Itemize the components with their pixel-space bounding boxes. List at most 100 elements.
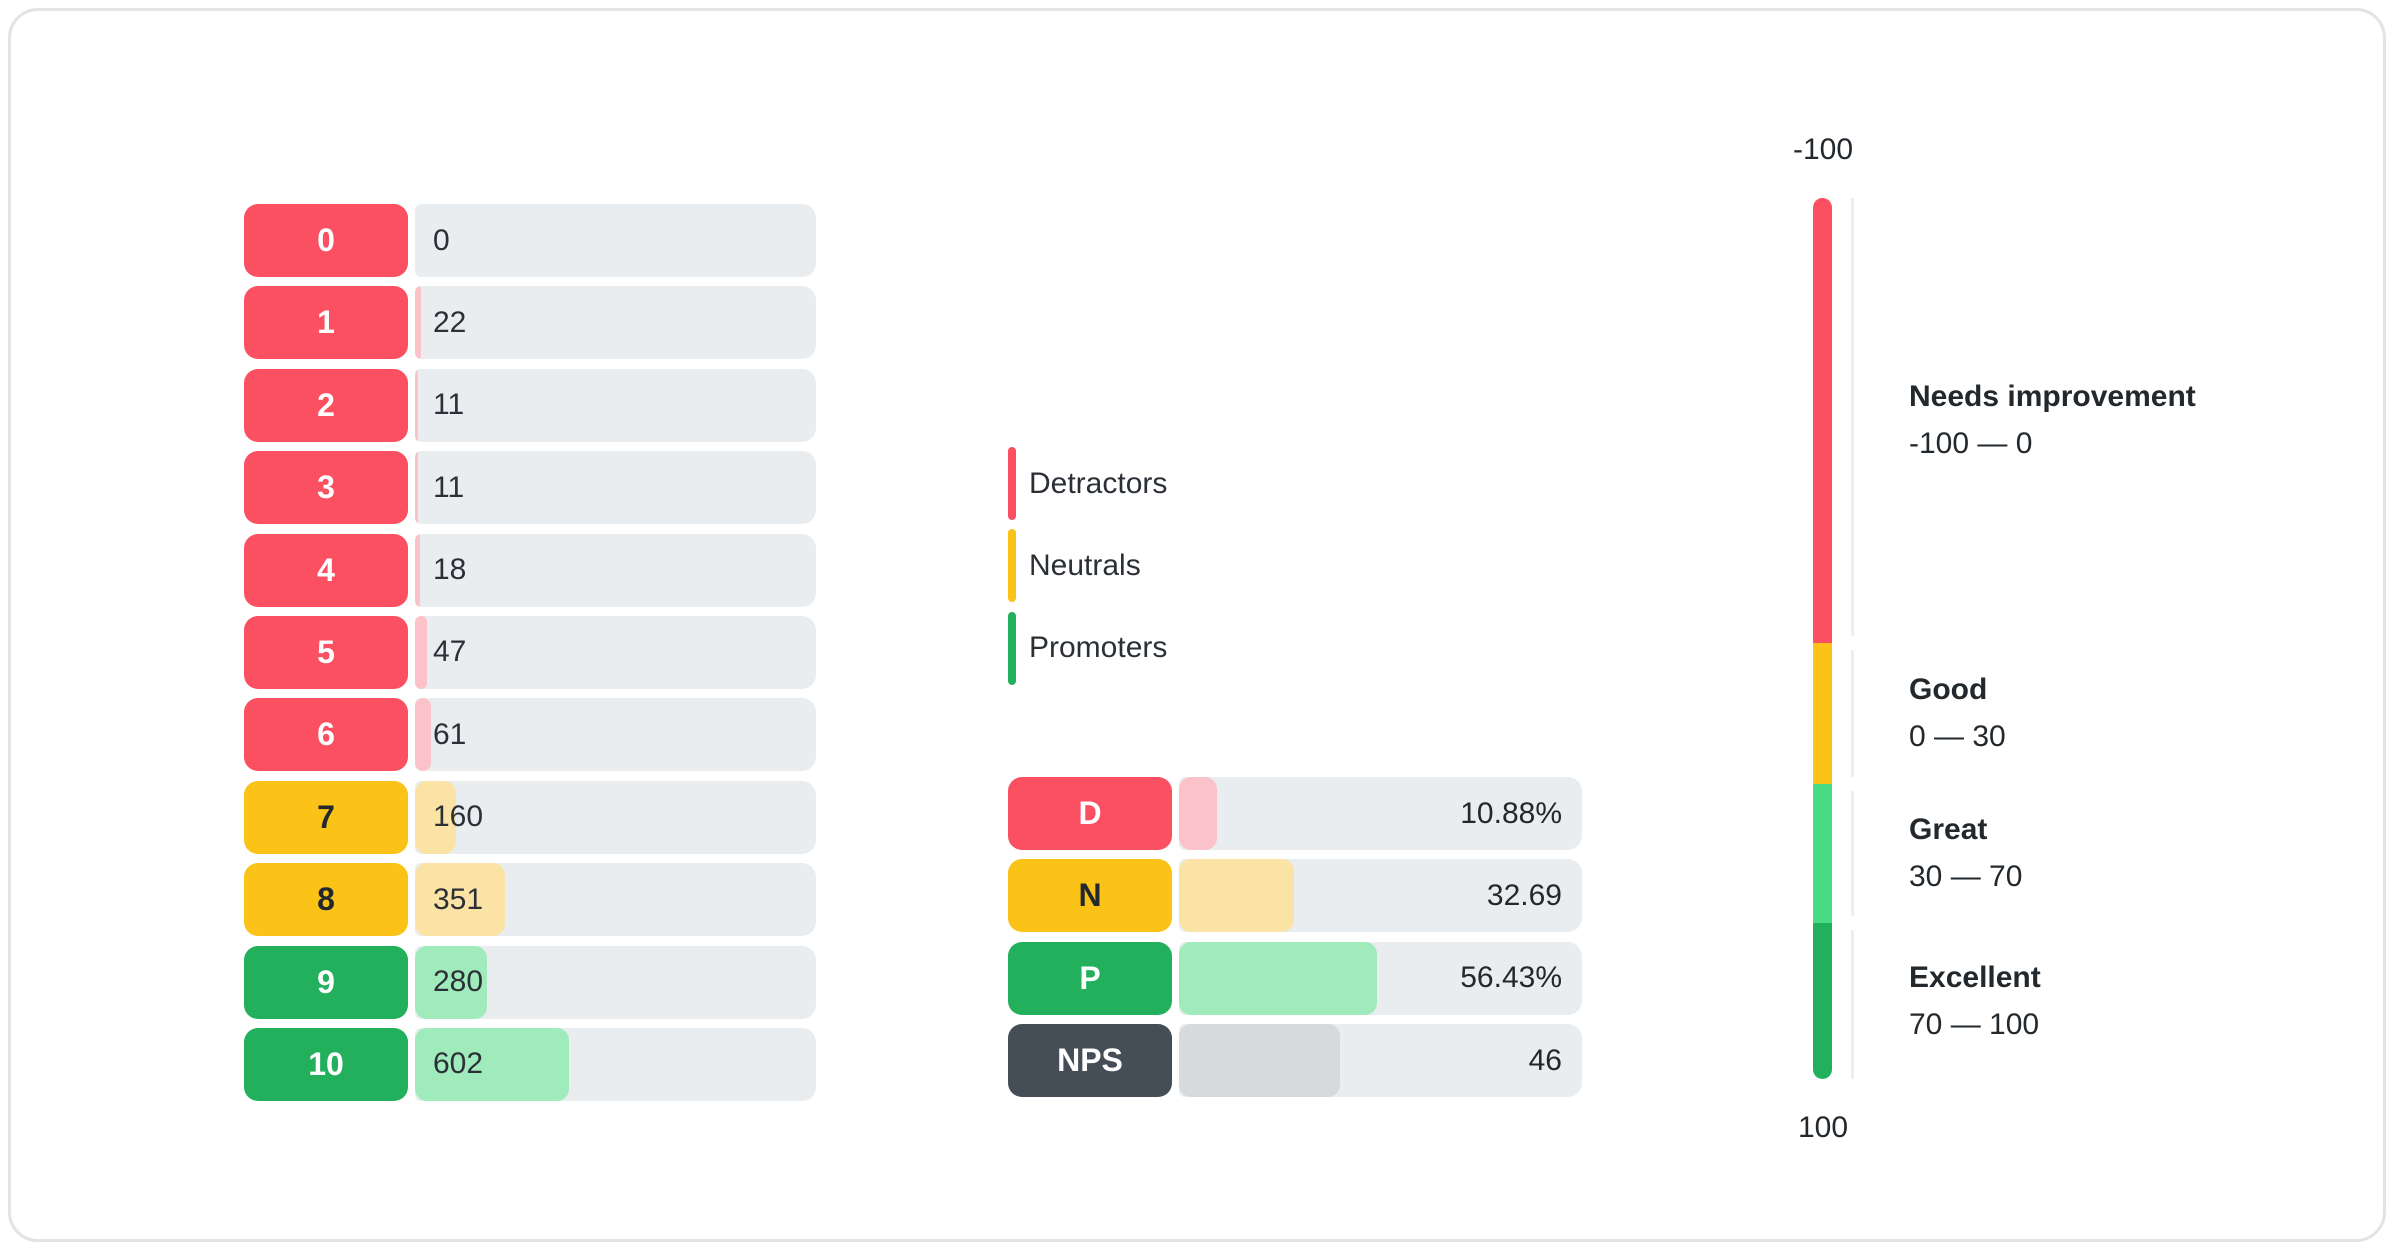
score-track: 22 — [415, 286, 816, 360]
score-row: 6 61 — [244, 698, 816, 772]
gauge-zone-range: 0 — 30 — [1909, 720, 2006, 754]
score-track: 280 — [415, 945, 816, 1019]
score-pill: 6 — [244, 698, 408, 772]
summary-fill — [1179, 1024, 1341, 1098]
score-track: 11 — [415, 451, 816, 525]
summary-value: 56.43% — [1460, 961, 1562, 995]
score-count: 61 — [433, 717, 467, 751]
score-count: 351 — [433, 882, 484, 916]
score-pill: 1 — [244, 286, 408, 360]
nps-summary-chart: D 10.88% N 32.69 P 56.43% NPS 46 — [1008, 777, 1582, 1098]
summary-row-n: N 32.69 — [1008, 859, 1582, 933]
gauge-zone-title: Excellent — [1909, 961, 2041, 995]
score-fill — [415, 451, 418, 525]
score-row: 10 602 — [244, 1027, 816, 1101]
gauge-zone-range: -100 — 0 — [1909, 427, 2033, 461]
score-fill — [415, 615, 428, 689]
summary-row-p: P 56.43% — [1008, 941, 1582, 1015]
score-count: 280 — [433, 965, 484, 999]
score-pill: 2 — [244, 368, 408, 442]
score-track: 160 — [415, 780, 816, 854]
score-pill: 10 — [244, 1027, 408, 1101]
gauge-zone-title: Good — [1909, 673, 1988, 707]
score-row: 4 18 — [244, 533, 816, 607]
score-row: 7 160 — [244, 780, 816, 854]
score-distribution-chart: 0 0 1 22 2 11 3 11 4 18 5 47 6 61 7 160 8 351 9 280 10 602 — [244, 204, 816, 1101]
summary-fill — [1179, 777, 1218, 850]
summary-value: 32.69 — [1486, 878, 1562, 912]
gauge-axis-segment — [1851, 784, 1854, 923]
legend-color-bar — [1008, 529, 1016, 603]
score-row: 5 47 — [244, 615, 816, 689]
gauge-zone-label: Great 30 — 70 — [1909, 806, 2022, 900]
score-fill — [415, 286, 421, 360]
score-track: 602 — [415, 1027, 816, 1101]
summary-value: 10.88% — [1460, 796, 1562, 830]
summary-pill: N — [1008, 859, 1172, 933]
score-count: 160 — [433, 800, 484, 834]
score-fill — [415, 368, 418, 442]
summary-row-d: D 10.88% — [1008, 777, 1582, 850]
summary-track: 10.88% — [1179, 777, 1582, 850]
gauge-zone-range: 30 — 70 — [1909, 860, 2023, 894]
gauge-zone-label: Excellent 70 — 100 — [1909, 954, 2041, 1048]
score-row: 1 22 — [244, 286, 816, 360]
summary-track: 46 — [1179, 1024, 1582, 1098]
legend-item-detractor[interactable]: Detractors — [1008, 447, 1167, 520]
legend-color-bar — [1008, 611, 1016, 685]
legend: Detractors Neutrals Promoters — [1008, 447, 1167, 685]
score-fill — [415, 533, 420, 607]
gauge-axis-segment — [1851, 643, 1854, 784]
summary-pill: D — [1008, 777, 1172, 850]
gauge-max-label: 100 — [1797, 1111, 1849, 1144]
legend-label: Detractors — [1029, 466, 1168, 500]
score-count: 11 — [433, 388, 465, 422]
score-track: 18 — [415, 533, 816, 607]
nps-widget-card: 0 0 1 22 2 11 3 11 4 18 5 47 6 61 7 160 8 351 9 280 10 602 De… — [8, 8, 2386, 1242]
gauge-zone-label: Good 0 — 30 — [1909, 666, 2006, 760]
score-count: 18 — [433, 553, 467, 587]
score-pill: 5 — [244, 615, 408, 689]
summary-pill: P — [1008, 941, 1172, 1015]
gauge-zone — [1813, 923, 1832, 1079]
score-count: 11 — [433, 470, 465, 504]
score-pill: 4 — [244, 533, 408, 607]
score-row: 9 280 — [244, 945, 816, 1019]
summary-value: 46 — [1528, 1043, 1562, 1077]
score-track: 61 — [415, 698, 816, 772]
gauge-axis-line — [1851, 198, 1854, 1079]
gauge-axis-segment — [1851, 923, 1854, 1079]
summary-track: 32.69 — [1179, 859, 1582, 933]
score-fill — [415, 1027, 570, 1101]
score-count: 47 — [433, 635, 467, 669]
score-pill: 9 — [244, 945, 408, 1019]
score-fill — [415, 698, 431, 772]
summary-fill — [1179, 859, 1294, 933]
score-pill: 0 — [244, 204, 408, 277]
score-count: 0 — [433, 223, 450, 257]
gauge-zone — [1813, 198, 1832, 643]
score-fill — [415, 945, 487, 1019]
gauge-zone-label: Needs improvement -100 — 0 — [1909, 373, 2196, 467]
legend-label: Promoters — [1029, 631, 1168, 665]
gauge-bar — [1813, 198, 1832, 1079]
gauge-zone-range: 70 — 100 — [1909, 1008, 2040, 1042]
summary-row-nps: NPS 46 — [1008, 1024, 1582, 1098]
score-row: 3 11 — [244, 451, 816, 525]
score-track: 351 — [415, 863, 816, 937]
legend-item-promoter[interactable]: Promoters — [1008, 611, 1168, 685]
legend-label: Neutrals — [1029, 548, 1141, 582]
score-count: 602 — [433, 1047, 484, 1081]
score-count: 22 — [433, 305, 467, 339]
score-row: 8 351 — [244, 863, 816, 937]
gauge-axis-segment — [1851, 198, 1854, 643]
summary-fill — [1179, 941, 1377, 1015]
legend-item-neutral[interactable]: Neutrals — [1008, 529, 1167, 603]
gauge-zone — [1813, 642, 1832, 784]
score-pill: 7 — [244, 780, 408, 854]
gauge-min-label: -100 — [1792, 133, 1854, 166]
score-track: 11 — [415, 368, 816, 442]
score-fill — [415, 863, 506, 937]
score-track: 47 — [415, 615, 816, 689]
